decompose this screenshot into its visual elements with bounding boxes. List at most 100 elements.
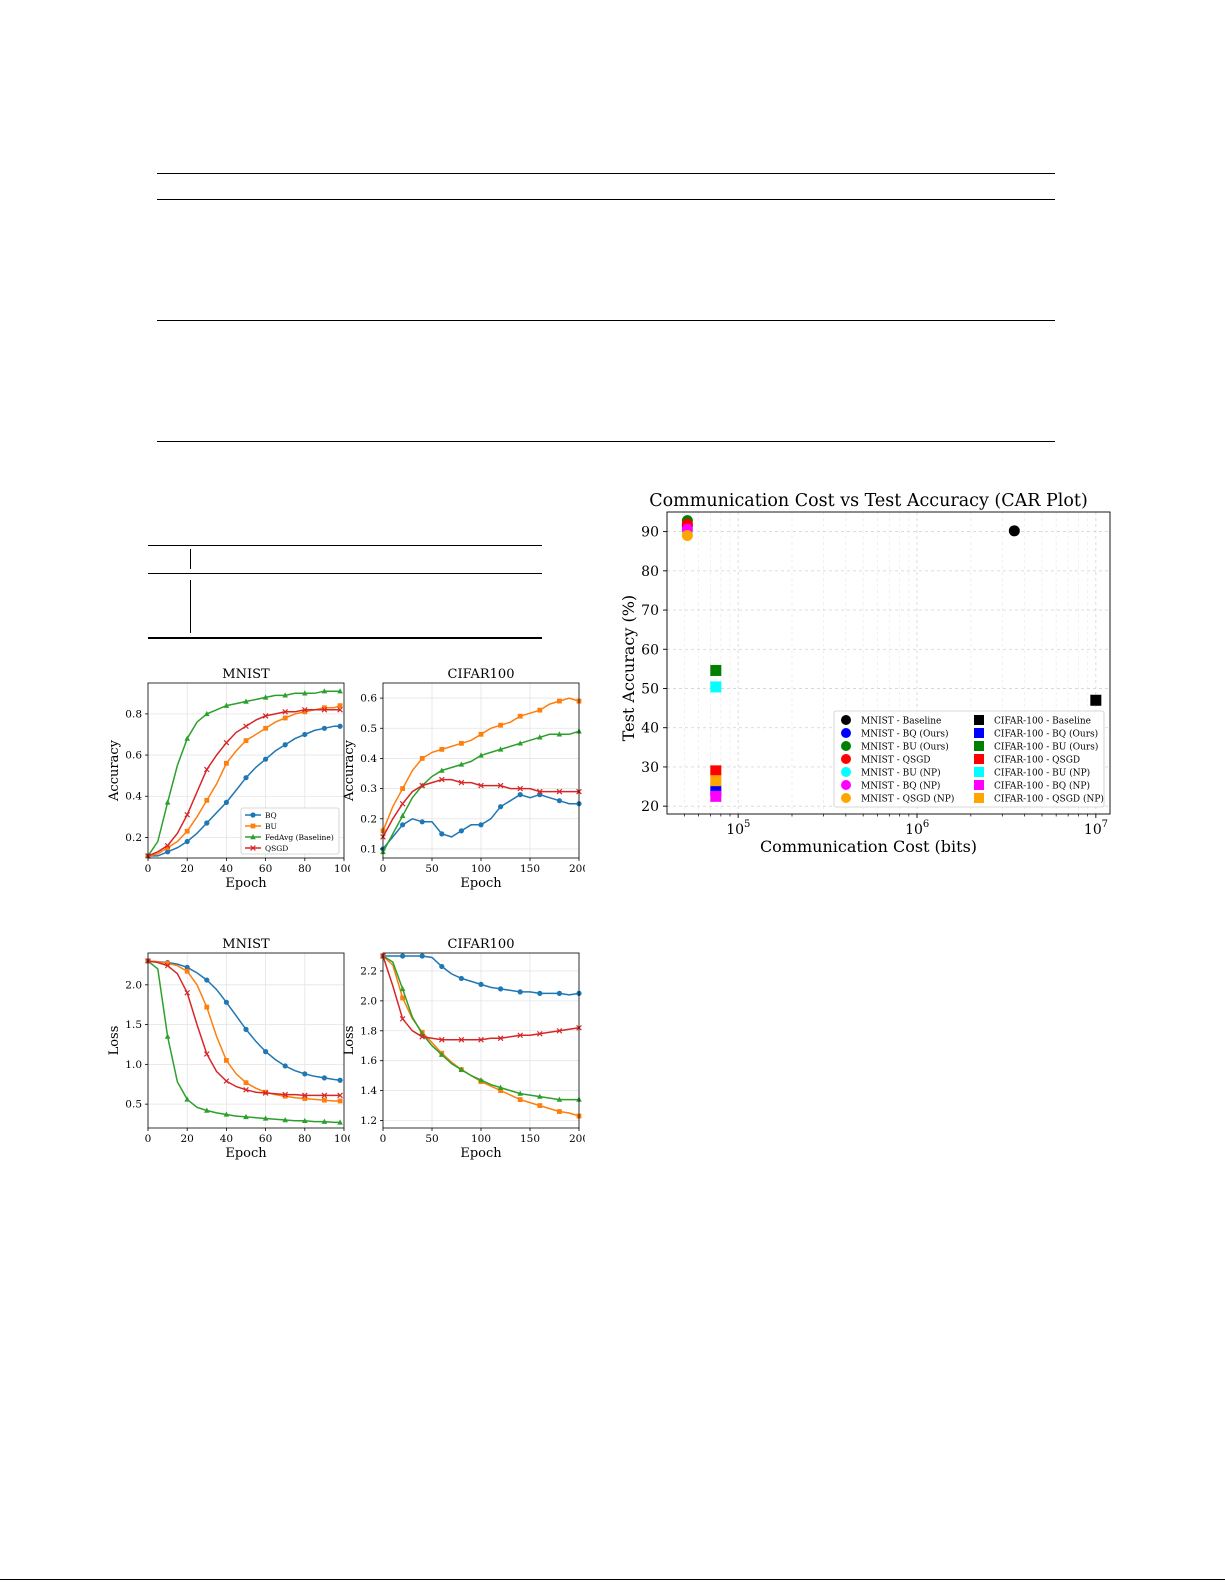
x-tick-exponent: 6	[923, 819, 929, 830]
data-point-fedavg	[337, 1119, 343, 1125]
legend-label-cifar: CIFAR-100 - BQ (Ours)	[994, 729, 1098, 740]
legend-box	[833, 710, 1105, 808]
data-point-fedavg	[164, 1033, 171, 1039]
legend-marker-circle	[841, 767, 851, 777]
data-point-qsgd	[517, 1032, 524, 1039]
legend-label-cifar: CIFAR-100 - QSGD (NP)	[994, 794, 1104, 805]
data-point-fedavg	[478, 1077, 484, 1083]
legend-marker-square	[974, 767, 984, 777]
legend-marker-circle	[841, 780, 851, 790]
chart-title: CIFAR100	[448, 667, 515, 682]
data-point-bu	[184, 968, 190, 974]
data-point-qsgd	[223, 1078, 230, 1084]
data-point-bu	[263, 725, 268, 731]
legend-label-mnist: MNIST - Baseline	[861, 717, 941, 727]
y-tick-label: 1.0	[125, 1059, 142, 1071]
x-tick-exponent: 5	[744, 819, 750, 830]
y-tick-label: 2.0	[360, 995, 377, 1007]
y-tick-label: 20	[641, 799, 659, 815]
x-tick-label: 60	[259, 1133, 272, 1145]
legend-marker-circle	[841, 715, 851, 725]
data-point-bu	[224, 1057, 229, 1063]
y-tick-label: 0.5	[125, 1099, 142, 1111]
small-table-header-rule	[148, 573, 542, 574]
data-point-bq	[419, 819, 425, 825]
chart-title: Communication Cost vs Test Accuracy (CAR…	[649, 491, 1088, 511]
small-table-vertical-rule-2	[190, 580, 191, 633]
data-point-qsgd	[301, 1092, 308, 1099]
data-point-bu	[400, 786, 405, 792]
y-tick-label: 0.2	[360, 813, 377, 825]
data-point-fedavg	[321, 1118, 328, 1124]
legend-marker-square	[974, 754, 984, 764]
data-point-bu	[537, 1103, 543, 1108]
legend-label-fedavg: FedAvg (Baseline)	[265, 833, 334, 842]
data-point-qsgd	[399, 1015, 406, 1022]
data-point-bq	[400, 953, 406, 959]
data-point-qsgd	[282, 708, 289, 715]
data-point-bu	[419, 756, 425, 761]
x-tick-label: 50	[425, 1133, 438, 1145]
data-point-fedavg	[497, 746, 504, 752]
data-point-bu	[322, 1097, 327, 1103]
data-point-fedavg	[337, 688, 343, 694]
data-point-bu	[204, 1004, 210, 1010]
mnist-loss-chart: 0 20 40 60 80 100 0.5 1.0 1.5 2.0 MNIST Epoch Loss	[107, 937, 350, 1161]
y-tick-label: 0.1	[360, 843, 377, 855]
data-point-bq	[478, 981, 484, 988]
y-tick-label: 1.8	[360, 1025, 377, 1037]
data-point-fedavg	[243, 698, 249, 704]
x-axis-label: Epoch	[460, 876, 502, 891]
legend-label-cifar: CIFAR-100 - BQ (NP)	[994, 781, 1090, 792]
legend-label-cifar: CIFAR-100 - Baseline	[994, 717, 1091, 727]
data-point-bq	[263, 1049, 269, 1055]
data-point-bq	[204, 820, 210, 826]
data-point-qsgd	[203, 1051, 210, 1057]
data-point-qsgd	[478, 782, 484, 789]
data-point-fedavg	[321, 688, 328, 694]
data-point-bq	[556, 798, 562, 804]
data-point-bq	[517, 792, 523, 798]
legend-marker-bq	[250, 812, 256, 818]
data-point-bq	[400, 822, 406, 828]
data-point-fedavg	[223, 702, 230, 708]
data-point-qsgd	[301, 706, 308, 713]
data-point-qsgd	[497, 782, 504, 789]
data-point-fedavg	[439, 1051, 445, 1057]
data-point-bu	[498, 722, 503, 728]
data-point-bu	[459, 740, 464, 746]
x-axis-label: Epoch	[460, 1146, 502, 1161]
data-point-bu	[557, 698, 562, 704]
data-point-fedavg	[262, 1115, 269, 1121]
legend-label-cifar: CIFAR-100 - BU (Ours)	[994, 742, 1098, 753]
data-point-bq	[282, 742, 288, 748]
legend-marker-square	[974, 780, 984, 790]
data-point-qsgd	[203, 766, 210, 773]
data-point-fedavg	[556, 731, 563, 737]
x-tick-label: 100	[471, 1133, 491, 1145]
data-point-bu	[165, 845, 170, 851]
data-point-cifar-100-qsgd-np	[710, 775, 722, 787]
data-point-fedavg	[282, 1117, 288, 1123]
small-table-top-rule	[148, 545, 542, 546]
data-point-qsgd	[321, 1092, 328, 1099]
data-point-qsgd	[337, 1092, 343, 1099]
x-tick-label: 0	[380, 863, 387, 875]
data-point-bq	[223, 799, 229, 806]
data-point-qsgd	[536, 788, 543, 795]
legend-label-mnist: MNIST - BQ (Ours)	[861, 729, 949, 740]
data-point-qsgd	[478, 1036, 484, 1043]
data-point-bu	[478, 731, 484, 737]
data-point-fedavg	[204, 710, 210, 717]
legend-marker-circle	[841, 741, 851, 751]
data-point-bq	[223, 999, 229, 1005]
y-tick-label: 70	[641, 603, 659, 619]
data-point-fedavg	[517, 740, 523, 746]
x-axis-label: Epoch	[225, 876, 267, 891]
x-tick-label: 0	[145, 1133, 152, 1145]
data-point-qsgd	[164, 962, 171, 969]
legend-label-mnist: MNIST - BU (NP)	[861, 768, 941, 779]
y-tick-label: 0.4	[360, 753, 377, 765]
x-tick-label: 40	[220, 863, 233, 875]
